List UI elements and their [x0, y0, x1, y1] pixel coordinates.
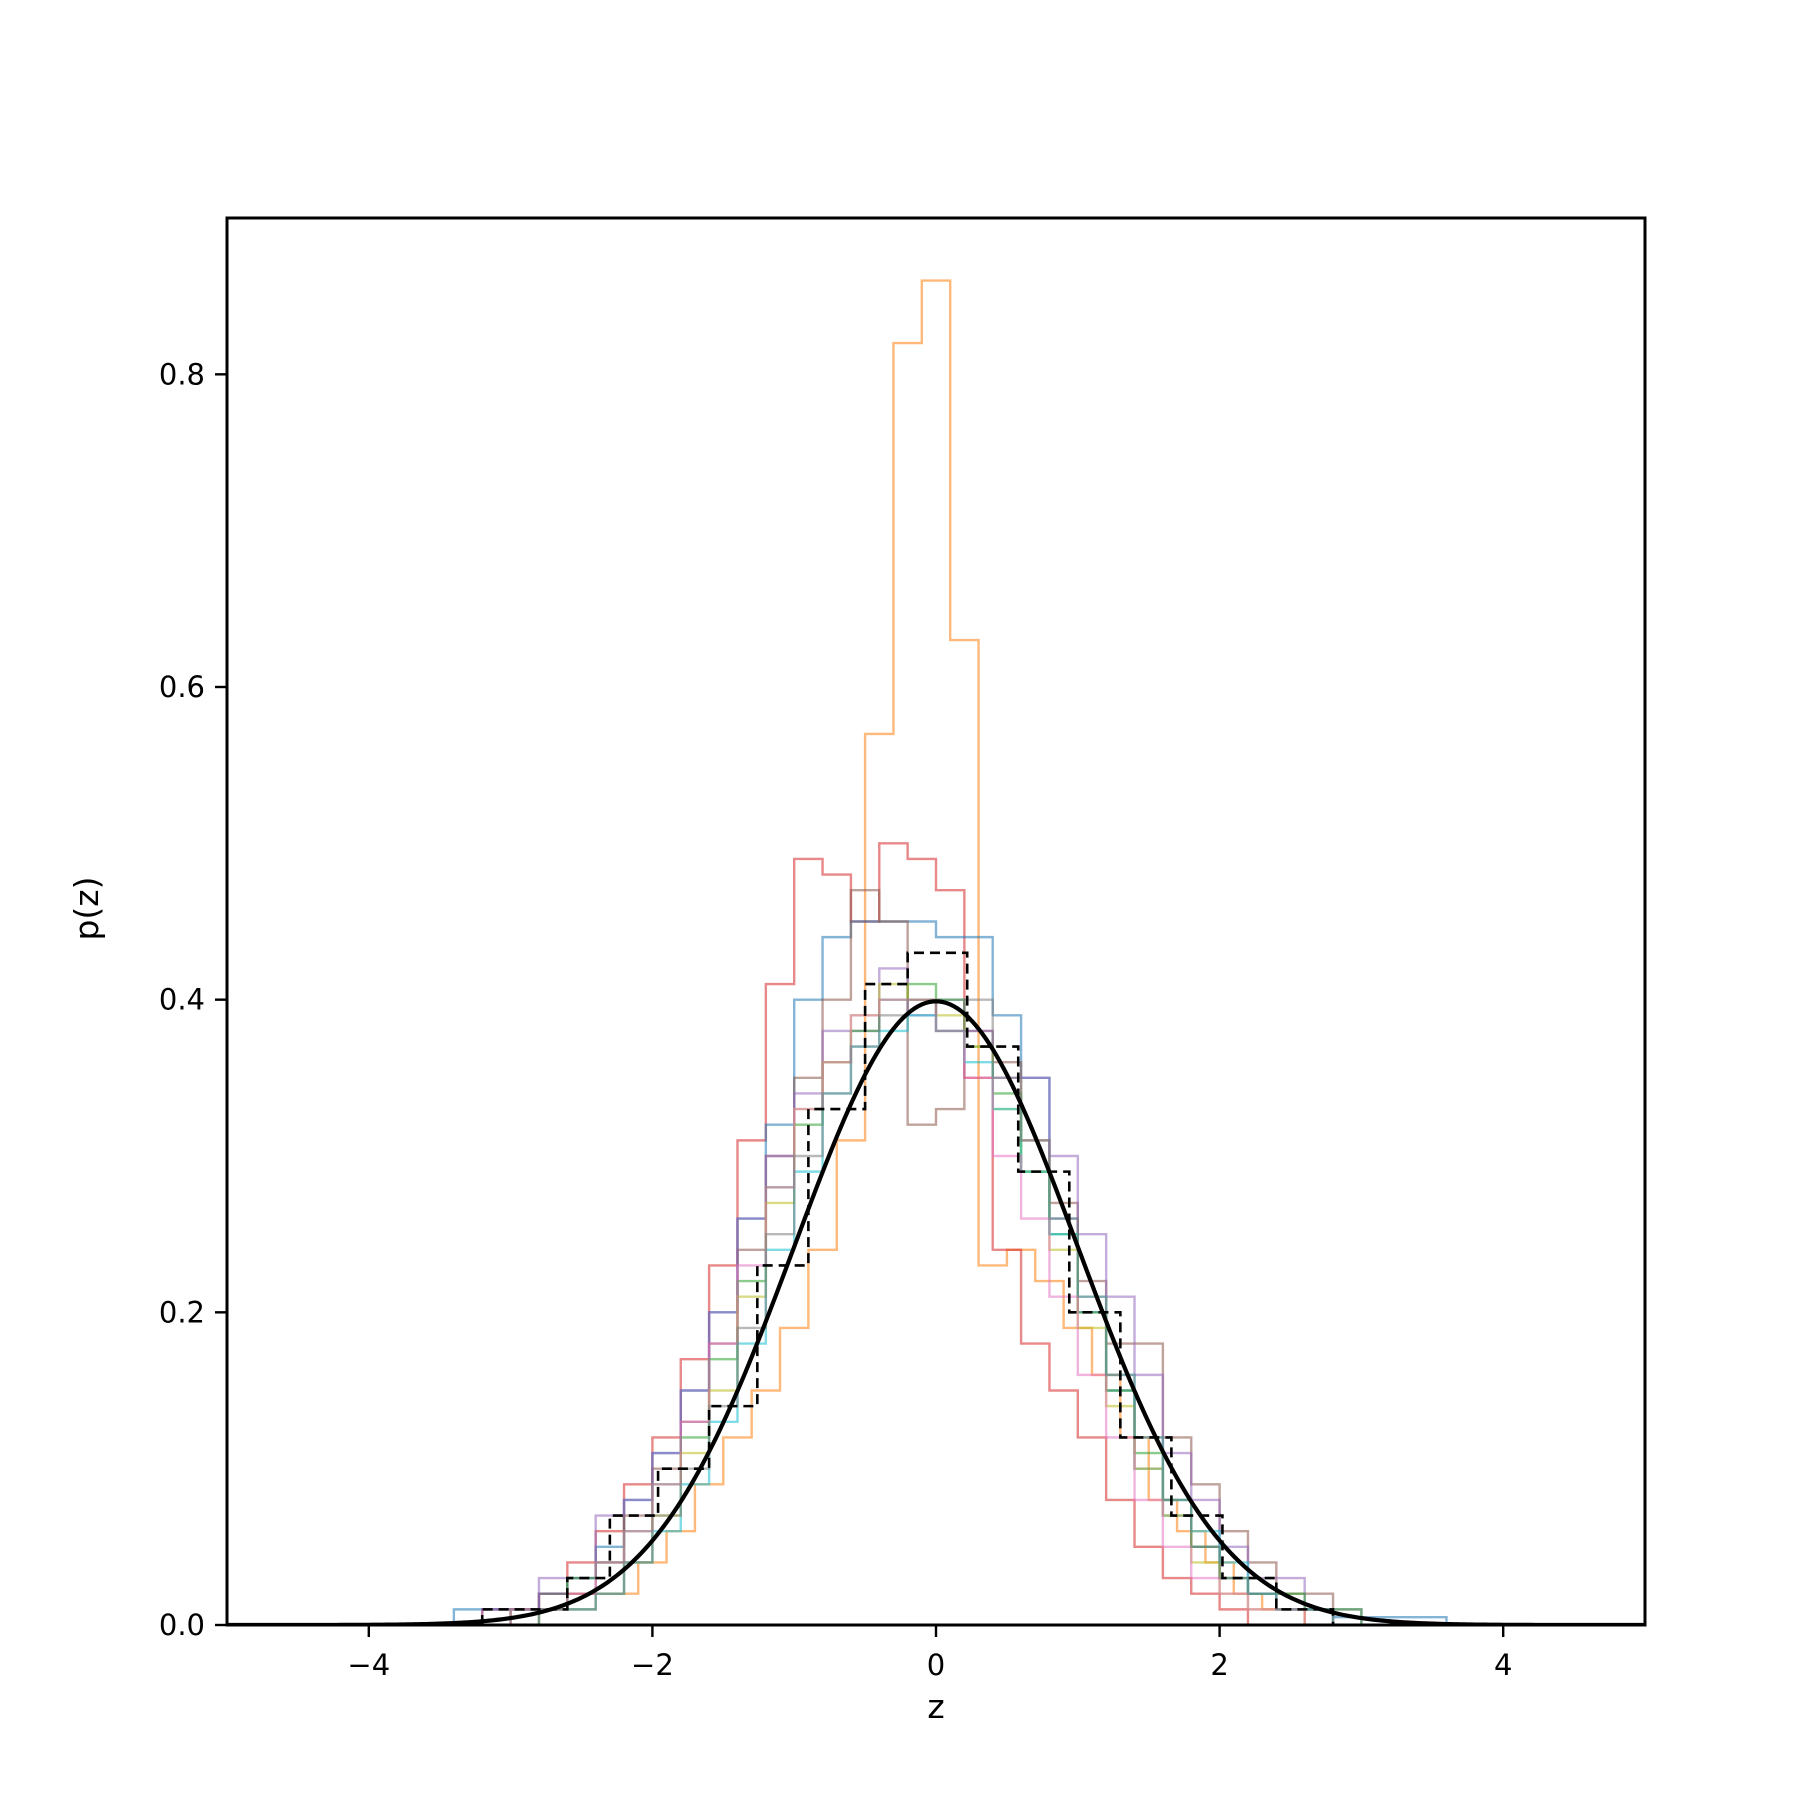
x-tick-label: −2	[631, 1648, 674, 1682]
x-tick-label: 4	[1494, 1648, 1512, 1682]
histogram-step-series-9	[537, 998, 1335, 1625]
y-axis-label: p(z)	[67, 876, 106, 940]
x-axis-label: z	[927, 1687, 944, 1726]
y-tick-label: 0.8	[159, 357, 205, 391]
y-tick-label: 0.2	[159, 1295, 205, 1329]
histogram-step-series-1	[481, 842, 1250, 1625]
y-tick-label: 0.6	[159, 670, 205, 704]
normal-curve-layer	[227, 999, 1645, 1625]
x-tick-label: 2	[1210, 1648, 1228, 1682]
x-axis-ticks: −4 −2 0 2 4	[347, 1625, 1512, 1682]
histogram-step-dashed	[480, 951, 1335, 1625]
y-axis-ticks: 0.0 0.2 0.4 0.6 0.8	[159, 357, 227, 1642]
y-tick-label: 0.4	[159, 983, 205, 1017]
x-tick-label: −4	[347, 1648, 390, 1682]
normal-pdf-curve	[227, 999, 1645, 1625]
histogram-step-series-0	[537, 279, 1306, 1625]
histogram-series-layer	[452, 279, 1448, 1625]
y-tick-label: 0.0	[159, 1608, 205, 1642]
x-tick-label: 0	[927, 1648, 945, 1682]
